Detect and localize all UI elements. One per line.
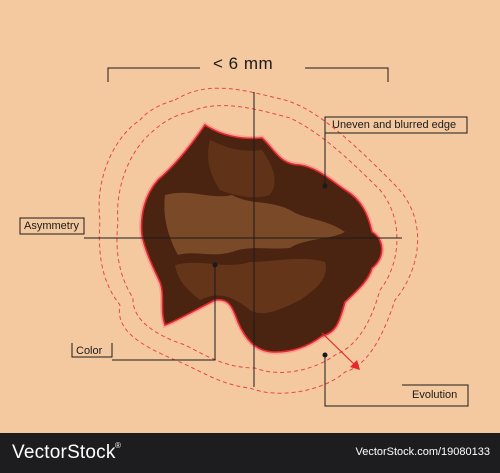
color-label: Color <box>76 345 103 357</box>
size-bracket <box>107 67 389 82</box>
evolution-label: Evolution <box>412 389 458 401</box>
footer-bar: VectorStock ® VectorStock.com/19080133 <box>0 433 500 473</box>
diagram-canvas <box>19 67 469 407</box>
edge-label: Uneven and blurred edge <box>332 119 457 131</box>
color-marker-dot <box>212 262 218 268</box>
mole-diagram: < 6 mm Uneven and blurred edge Asymmetry… <box>19 54 469 407</box>
brand-logo[interactable]: VectorStock <box>12 442 116 463</box>
evolution-leader <box>324 355 469 407</box>
lesion-patch-top <box>208 140 275 198</box>
growth-arrow <box>321 332 357 367</box>
outer-contour-far <box>98 87 418 394</box>
evolution-marker-dot <box>322 352 328 358</box>
size-label: < 6 mm <box>213 54 274 73</box>
edge-leader <box>324 116 468 186</box>
lesion-patch-mid <box>175 258 326 314</box>
registered-mark: ® <box>115 441 121 450</box>
outer-contour-mid <box>116 105 398 373</box>
asymmetry-label: Asymmetry <box>24 220 79 232</box>
color-leader <box>71 265 216 361</box>
stock-url[interactable]: VectorStock.com/19080133 <box>355 446 490 458</box>
edge-marker-dot <box>322 183 328 189</box>
asymmetry-box <box>19 217 85 235</box>
lesion-patch-light <box>164 192 345 255</box>
growth-arrow-head <box>350 360 360 370</box>
